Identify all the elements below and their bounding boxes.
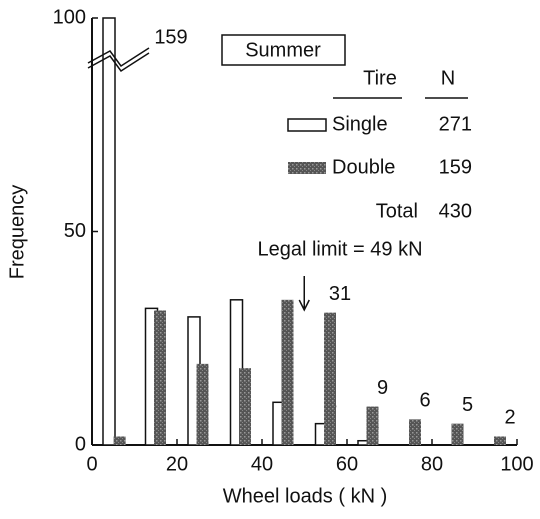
annotation-arrowhead bbox=[298, 299, 310, 312]
x-tick-label: 100 bbox=[500, 453, 533, 475]
value-label: 5 bbox=[462, 394, 473, 416]
bar bbox=[102, 17, 116, 446]
bar bbox=[451, 423, 464, 445]
bar bbox=[494, 436, 506, 445]
legend-total: 430 bbox=[439, 200, 472, 222]
value-label: 6 bbox=[419, 390, 430, 412]
axis-break bbox=[87, 52, 150, 73]
bar bbox=[196, 363, 209, 445]
axis-break bbox=[87, 47, 150, 68]
legend-title: Summer bbox=[245, 39, 321, 61]
legend-total-label: Total bbox=[376, 200, 418, 222]
bar bbox=[154, 310, 166, 445]
annotation: Legal limit = 49 kN bbox=[257, 238, 422, 260]
bar bbox=[281, 299, 294, 445]
legend-header: Tire bbox=[363, 67, 397, 89]
y-axis-label: Frequency bbox=[6, 185, 28, 280]
y-tick-label: 0 bbox=[75, 433, 86, 455]
legend-label: Double bbox=[332, 156, 395, 178]
bar bbox=[239, 368, 251, 445]
bar bbox=[113, 436, 126, 445]
legend-label: Single bbox=[332, 113, 388, 135]
value-label: 9 bbox=[377, 377, 388, 399]
legend-count: 271 bbox=[439, 113, 472, 135]
value-label: 31 bbox=[329, 283, 351, 305]
legend-swatch bbox=[287, 118, 327, 132]
x-tick-label: 40 bbox=[251, 453, 273, 475]
value-label: 159 bbox=[154, 26, 187, 48]
legend-header: N bbox=[441, 67, 455, 89]
x-axis-label: Wheel loads ( kN ) bbox=[223, 485, 388, 507]
bar bbox=[409, 419, 421, 445]
legend-swatch bbox=[288, 162, 326, 174]
bar bbox=[324, 312, 336, 445]
x-tick-label: 60 bbox=[336, 453, 358, 475]
x-tick-label: 20 bbox=[166, 453, 188, 475]
x-tick-label: 80 bbox=[421, 453, 443, 475]
x-tick-label: 0 bbox=[86, 453, 97, 475]
bar bbox=[366, 406, 379, 445]
value-label: 2 bbox=[504, 407, 515, 429]
y-tick-label: 50 bbox=[64, 220, 86, 242]
legend-title-box bbox=[221, 34, 346, 66]
y-tick-label: 100 bbox=[53, 6, 86, 28]
legend-count: 159 bbox=[439, 156, 472, 178]
